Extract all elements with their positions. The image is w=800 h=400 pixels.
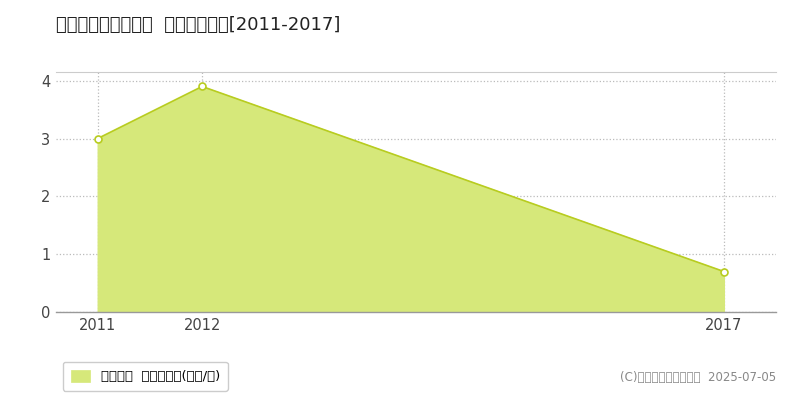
- Legend: 土地価格  平均坪単価(万円/坪): 土地価格 平均坪単価(万円/坪): [62, 362, 228, 391]
- Text: (C)土地価格ドットコム  2025-07-05: (C)土地価格ドットコム 2025-07-05: [620, 371, 776, 384]
- Point: [196, 83, 209, 90]
- Point: [718, 268, 730, 275]
- Text: 勝田郡勝央町太平台  土地価格推移[2011-2017]: 勝田郡勝央町太平台 土地価格推移[2011-2017]: [56, 16, 340, 34]
- Point: [91, 135, 104, 142]
